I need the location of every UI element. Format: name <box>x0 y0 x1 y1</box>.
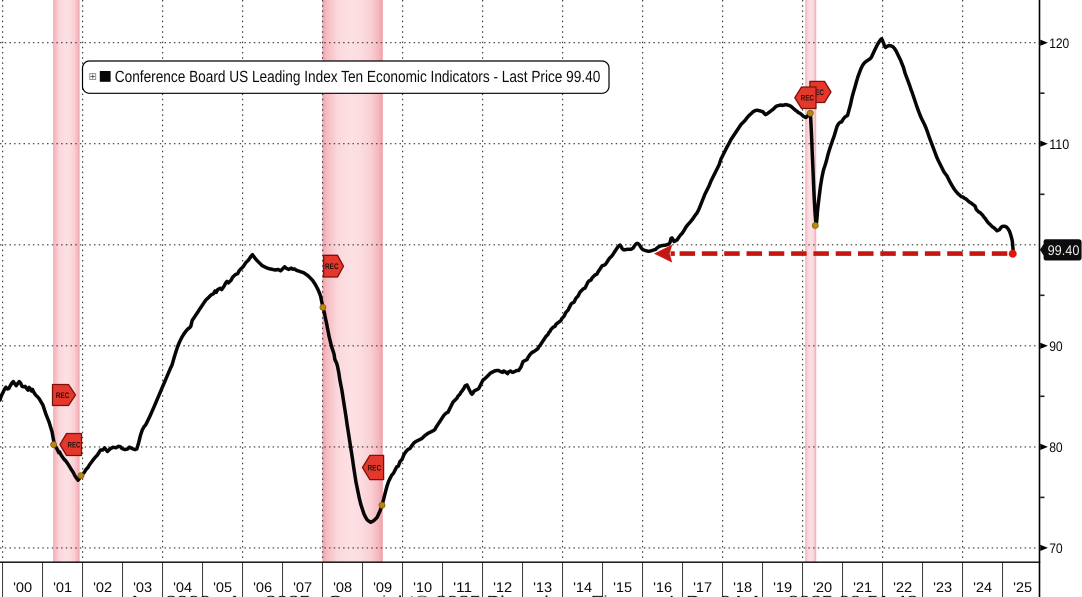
svg-text:Conference Board US Leading In: Conference Board US Leading Index Ten Ec… <box>115 68 601 86</box>
svg-text:80: 80 <box>1049 440 1063 455</box>
svg-text:'19: '19 <box>773 579 792 595</box>
svg-text:REC: REC <box>68 440 81 449</box>
svg-text:'22: '22 <box>893 579 912 595</box>
svg-text:'06: '06 <box>253 579 272 595</box>
svg-text:'25: '25 <box>1013 579 1032 595</box>
svg-text:'13: '13 <box>533 579 552 595</box>
svg-text:90: 90 <box>1049 339 1063 354</box>
svg-text:'21: '21 <box>853 579 872 595</box>
svg-text:'11: '11 <box>453 579 472 595</box>
svg-text:'04: '04 <box>173 579 192 595</box>
svg-text:Apr 2000 - Apr 2025 Copyrigh: Apr 2000 - Apr 2025 Copyright© 2025 Bloo… <box>128 594 918 597</box>
svg-text:REC: REC <box>368 463 382 472</box>
svg-text:'23: '23 <box>933 579 952 595</box>
svg-text:REC: REC <box>56 391 70 400</box>
svg-text:'12: '12 <box>493 579 512 595</box>
svg-text:99.40: 99.40 <box>1048 242 1080 258</box>
svg-text:REC: REC <box>801 94 814 103</box>
svg-text:120: 120 <box>1049 36 1069 51</box>
svg-text:'02: '02 <box>93 579 112 595</box>
svg-text:'14: '14 <box>573 579 592 595</box>
svg-text:'20: '20 <box>813 579 832 595</box>
svg-text:'00: '00 <box>13 579 32 595</box>
svg-text:'24: '24 <box>973 579 992 595</box>
svg-text:'17: '17 <box>693 579 712 595</box>
svg-text:'05: '05 <box>213 579 232 595</box>
svg-text:REC: REC <box>325 262 339 271</box>
svg-text:70: 70 <box>1049 541 1063 556</box>
svg-text:'18: '18 <box>733 579 752 595</box>
svg-text:'16: '16 <box>653 579 672 595</box>
svg-text:'03: '03 <box>133 579 152 595</box>
svg-text:'09: '09 <box>373 579 392 595</box>
svg-text:'15: '15 <box>613 579 632 595</box>
svg-text:'08: '08 <box>333 579 352 595</box>
svg-text:'01: '01 <box>53 579 72 595</box>
svg-text:REC: REC <box>811 88 824 97</box>
svg-text:'10: '10 <box>413 579 432 595</box>
svg-text:'07: '07 <box>293 579 312 595</box>
svg-text:110: 110 <box>1049 137 1069 152</box>
